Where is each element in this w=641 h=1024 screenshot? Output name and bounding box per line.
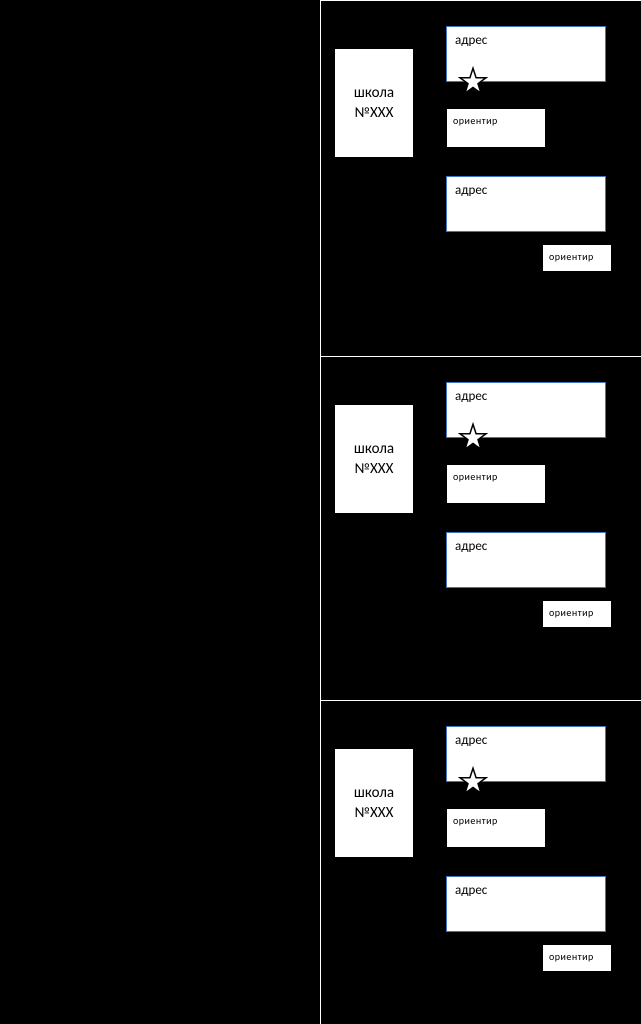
address-box: адрес — [446, 532, 606, 588]
star-icon — [458, 766, 488, 796]
school-label-line2: №ХХХ — [355, 459, 394, 479]
star-icon — [458, 422, 488, 452]
landmark-box-small: ориентир — [542, 244, 612, 272]
school-label-line2: №ХХХ — [355, 803, 394, 823]
address-label: адрес — [455, 389, 487, 404]
address-label: адрес — [455, 883, 487, 898]
address-label: адрес — [455, 33, 487, 48]
landmark-label: ориентир — [549, 950, 594, 963]
school-label-line1: школа — [354, 83, 394, 103]
landmark-label: ориентир — [453, 470, 498, 483]
star-icon — [458, 66, 488, 96]
address-label: адрес — [455, 733, 487, 748]
address-box: адрес — [446, 176, 606, 232]
diagram-canvas: школа №ХХХ адрес ориентир адрес ориентир… — [0, 0, 641, 1024]
school-label-line1: школа — [354, 783, 394, 803]
landmark-box-small: ориентир — [542, 944, 612, 972]
landmark-label: ориентир — [549, 606, 594, 619]
landmark-box-small: ориентир — [542, 600, 612, 628]
school-box: школа №ХХХ — [334, 404, 414, 514]
landmark-label: ориентир — [549, 250, 594, 263]
diagram-cell: школа №ХХХ адрес ориентир адрес ориентир — [320, 356, 641, 700]
school-box: школа №ХХХ — [334, 48, 414, 158]
diagram-cell: школа №ХХХ адрес ориентир адрес ориентир — [320, 700, 641, 1024]
school-box: школа №ХХХ — [334, 748, 414, 858]
landmark-label: ориентир — [453, 114, 498, 127]
address-box: адрес — [446, 876, 606, 932]
address-label: адрес — [455, 183, 487, 198]
diagram-cell: школа №ХХХ адрес ориентир адрес ориентир — [320, 0, 641, 356]
landmark-label: ориентир — [453, 814, 498, 827]
school-label-line2: №ХХХ — [355, 103, 394, 123]
landmark-box: ориентир — [446, 108, 546, 148]
address-label: адрес — [455, 539, 487, 554]
landmark-box: ориентир — [446, 464, 546, 504]
school-label-line1: школа — [354, 439, 394, 459]
landmark-box: ориентир — [446, 808, 546, 848]
